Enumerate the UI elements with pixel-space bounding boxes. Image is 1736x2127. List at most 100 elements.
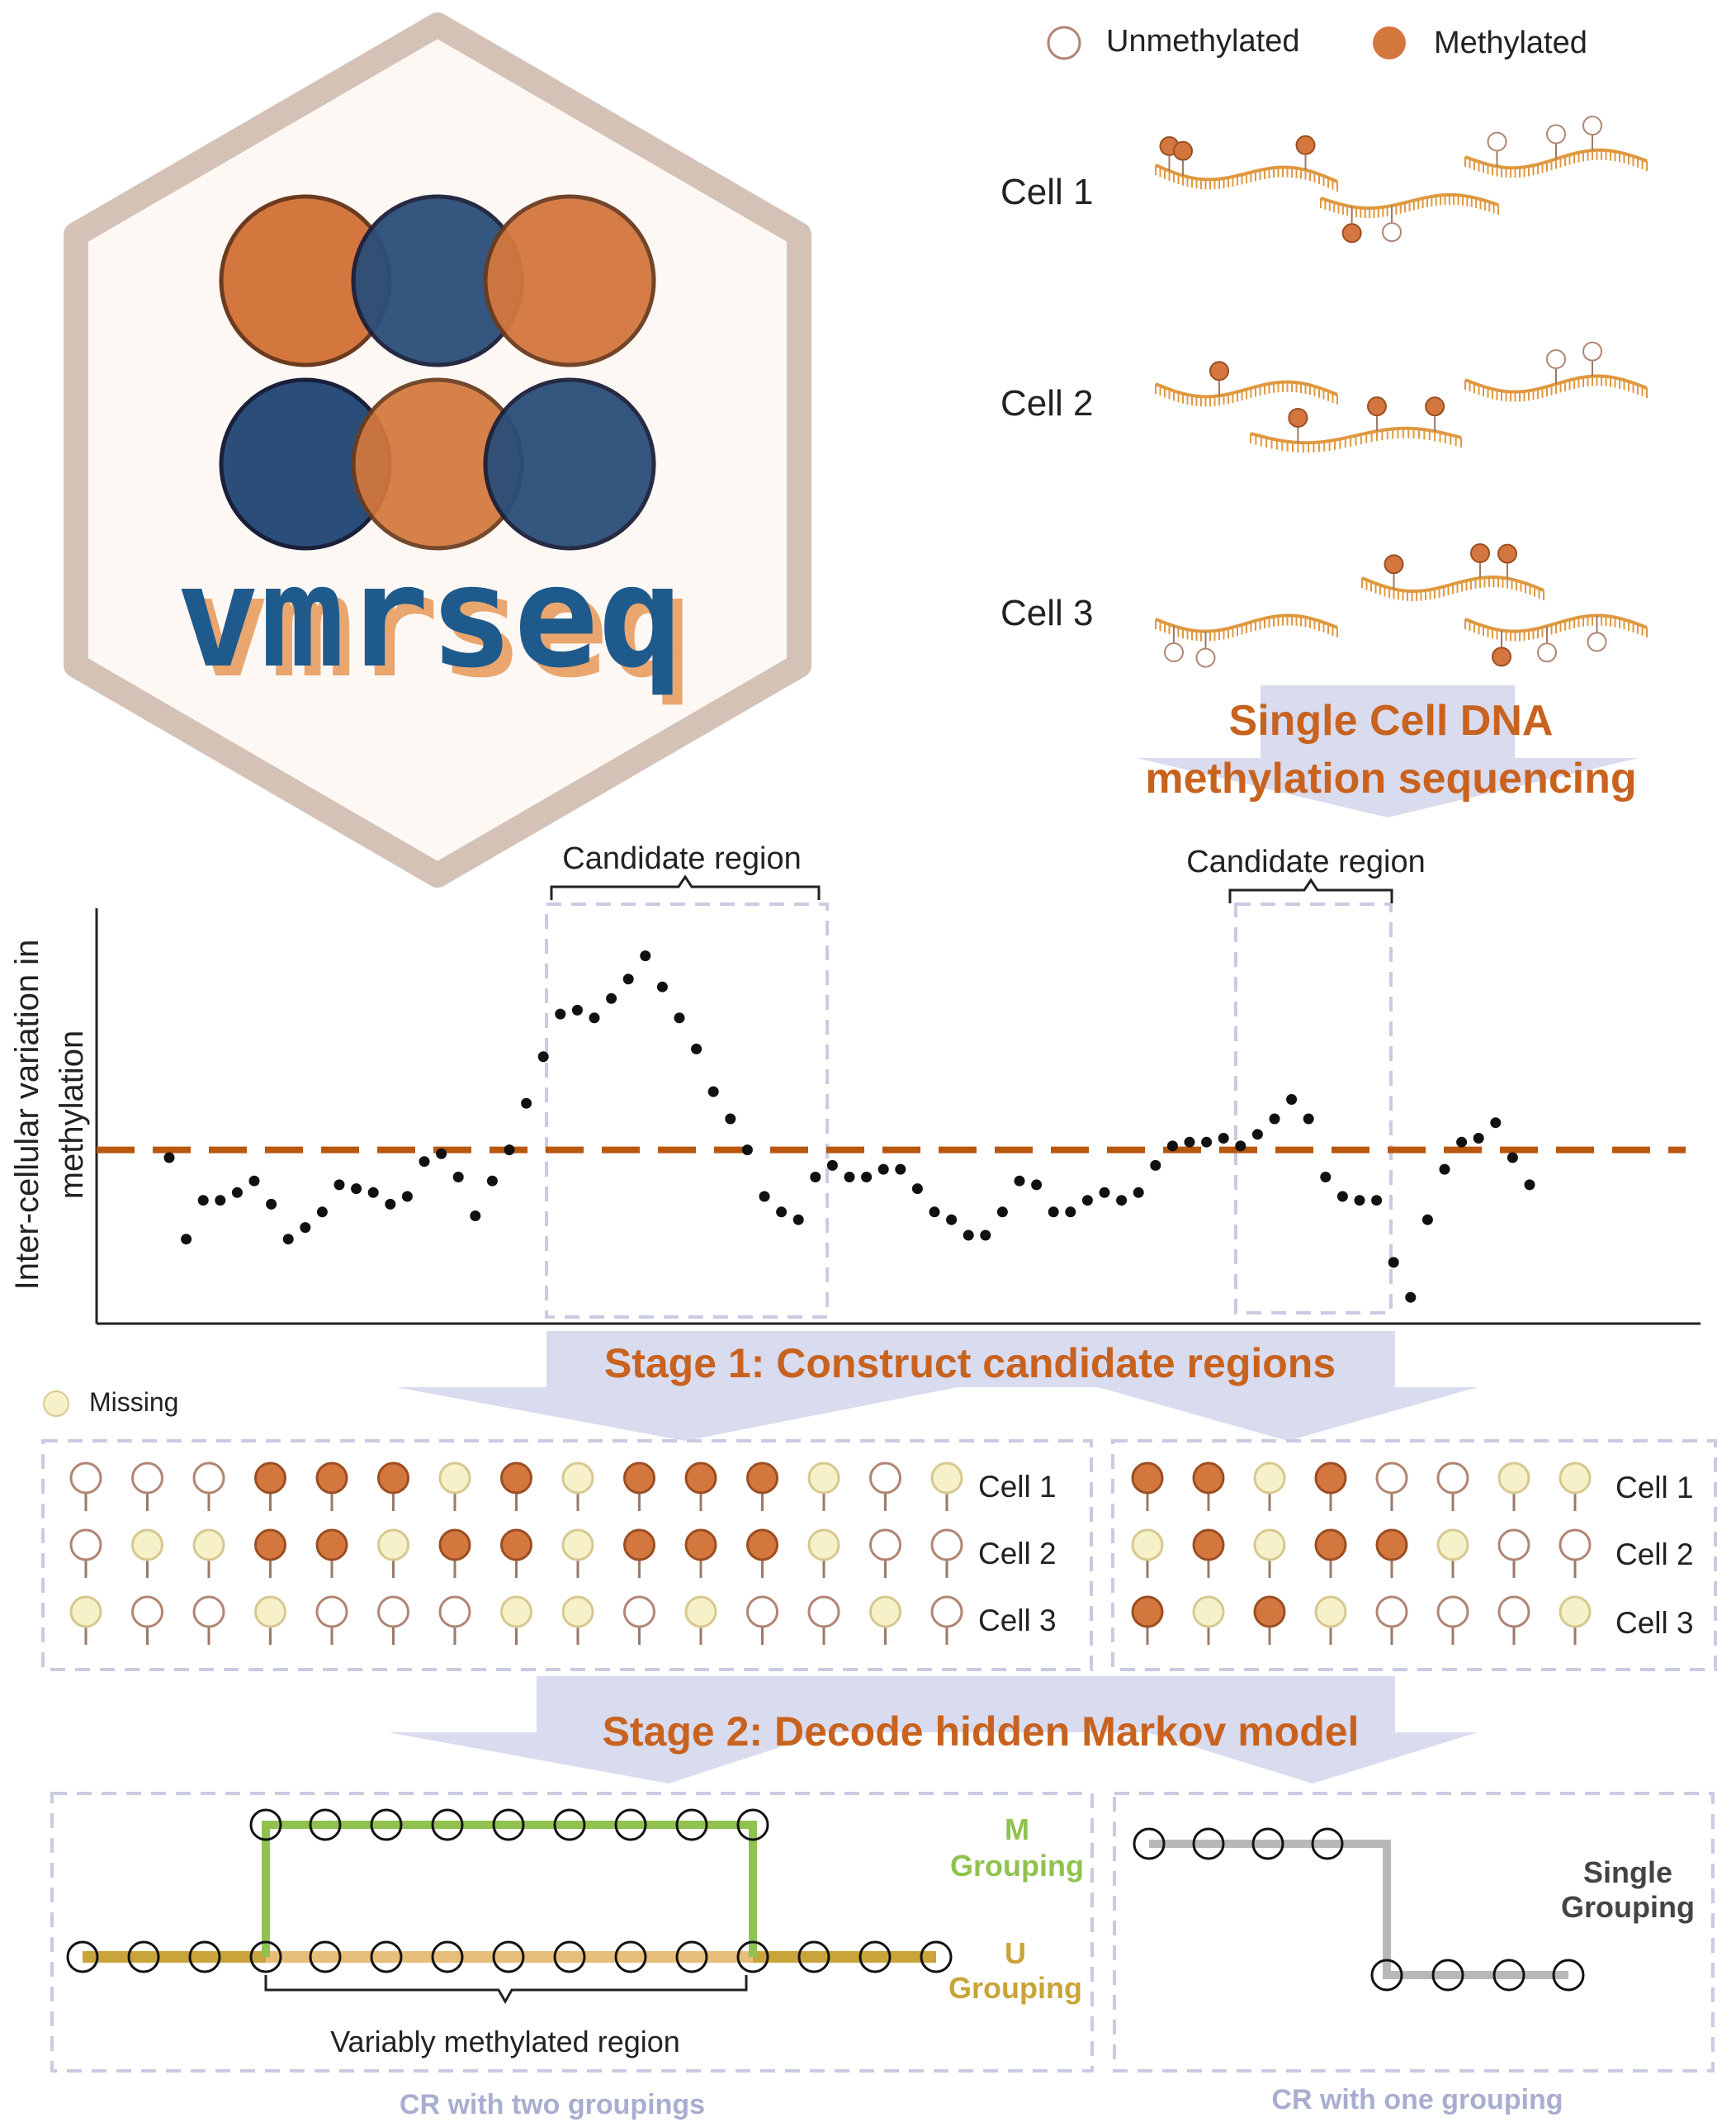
variation-point (725, 1113, 736, 1125)
unmethylated-site (930, 1595, 963, 1645)
variation-point (1133, 1187, 1144, 1198)
variation-point (231, 1187, 243, 1198)
variation-point (419, 1156, 430, 1168)
missing-site (131, 1528, 163, 1578)
variation-point (521, 1097, 532, 1109)
unmethylated-site (69, 1528, 102, 1578)
top-cell-2-label: Cell 2 (1000, 383, 1094, 424)
methylated-site (1314, 1461, 1347, 1511)
methylated-site (1192, 1528, 1225, 1578)
variation-point (1269, 1113, 1280, 1125)
variation-point (980, 1229, 991, 1241)
missing-site (69, 1595, 102, 1645)
dna-strand (1155, 613, 1338, 668)
variation-point (1048, 1206, 1059, 1218)
u-state-node (249, 1940, 282, 1973)
unmethylated-site (315, 1595, 348, 1645)
variation-point (1166, 1140, 1178, 1152)
variation-point (1456, 1136, 1468, 1148)
variation-point (1150, 1159, 1161, 1171)
two-grouping-hmm: Variably methylated region (66, 1808, 953, 2058)
m-state-node (675, 1808, 708, 1841)
box1-cell-3-label: Cell 3 (978, 1604, 1057, 1637)
unmethylated-site (131, 1595, 163, 1645)
variation-point (1081, 1195, 1093, 1206)
box1-cell-2-label: Cell 2 (978, 1537, 1057, 1570)
methylated-site (438, 1528, 471, 1578)
dna-strand (1320, 192, 1499, 244)
methylated-site (254, 1461, 286, 1511)
variation-point (385, 1198, 396, 1210)
dna-strand (1155, 361, 1338, 407)
variation-point (861, 1172, 873, 1182)
methylated-site (377, 1461, 409, 1511)
missing-site (1253, 1528, 1286, 1578)
variation-point (537, 1051, 549, 1063)
dna-strand (1155, 135, 1338, 192)
box2-cell-2-label: Cell 2 (1615, 1537, 1694, 1571)
methylated-site (684, 1461, 717, 1511)
m-grouping-label-line2: Grouping (950, 1849, 1084, 1883)
box1-cell-1-label: Cell 1 (978, 1470, 1057, 1504)
missing-site (1131, 1528, 1164, 1578)
variation-point (1405, 1291, 1417, 1303)
variation-point (248, 1175, 260, 1187)
u-state-node (66, 1940, 99, 1973)
dna-strand (1250, 396, 1462, 453)
m-state-node (553, 1808, 586, 1841)
stage1-right-lollipops (1131, 1461, 1592, 1645)
methylated-site (500, 1528, 532, 1578)
missing-site (561, 1461, 594, 1511)
missing-site (1436, 1528, 1469, 1578)
box2-cell-1-label: Cell 1 (1615, 1471, 1694, 1504)
variation-point (895, 1163, 906, 1175)
single-grouping-label-line1: Single (1583, 1855, 1672, 1889)
variation-point (504, 1144, 515, 1156)
variation-point (707, 1086, 719, 1097)
missing-site (1559, 1461, 1592, 1511)
variation-point (1336, 1191, 1348, 1202)
single-grouping-hmm (1133, 1827, 1585, 1992)
variation-point (1371, 1195, 1383, 1206)
variation-point (452, 1172, 464, 1182)
variation-point (1303, 1113, 1314, 1125)
dna-strands (1155, 116, 1648, 668)
logo-circles (219, 194, 656, 551)
candidate-box-1 (545, 902, 829, 1319)
variation-point (1201, 1136, 1213, 1148)
logo-text: vmrseq (176, 536, 683, 699)
unmethylated-site (746, 1595, 778, 1645)
methylated-site (1131, 1461, 1164, 1511)
stage1-left-lollipops (69, 1461, 963, 1645)
variation-point (300, 1222, 311, 1234)
variation-point (181, 1234, 192, 1245)
variation-point (163, 1152, 175, 1163)
m-grouping-path (262, 1821, 757, 1957)
variation-point (1235, 1140, 1246, 1152)
unmethylated-site (438, 1595, 471, 1645)
variation-point (555, 1008, 566, 1020)
stage1-box-left (41, 1439, 1093, 1671)
missing-site (1559, 1595, 1592, 1645)
variation-point (963, 1229, 974, 1241)
methylated-site (746, 1528, 778, 1578)
missing-label: Missing (89, 1387, 178, 1417)
missing-site (500, 1595, 532, 1645)
variation-point (1251, 1129, 1263, 1140)
y-axis-label-line1: Inter-cellular variation in (9, 940, 45, 1291)
single-state-node (1552, 1959, 1585, 1992)
methylated-label: Methylated (1434, 26, 1587, 60)
variation-point (1286, 1094, 1298, 1105)
single-state-node (1311, 1827, 1344, 1860)
sequencing-heading-line2: methylation sequencing (1145, 755, 1636, 803)
methylated-site (315, 1528, 348, 1578)
missing-site (1497, 1461, 1530, 1511)
missing-site (254, 1595, 286, 1645)
u-state-node (188, 1940, 221, 1973)
unmethylated-site (1436, 1595, 1469, 1645)
variation-point (1116, 1195, 1128, 1206)
unmethylated-site (1375, 1461, 1408, 1511)
missing-site (1314, 1595, 1347, 1645)
variation-point (1014, 1175, 1025, 1187)
